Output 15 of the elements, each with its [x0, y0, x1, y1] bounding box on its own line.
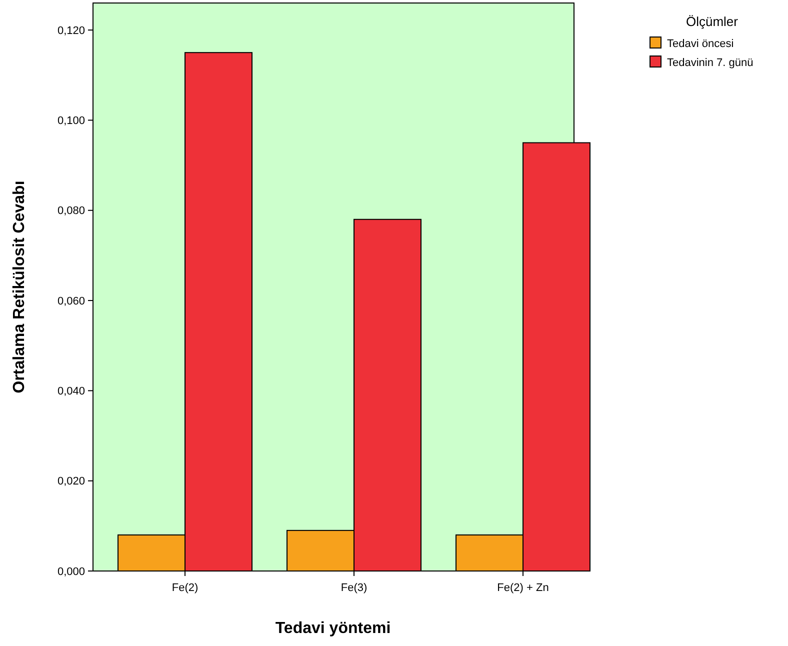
y-tick-label: 0,080 — [57, 205, 85, 218]
x-tick-label: Fe(3) — [340, 582, 368, 594]
x-tick-label: Fe(2) — [172, 582, 198, 594]
y-tick-label: 0,100 — [57, 115, 85, 128]
y-tick-label: 0,040 — [57, 386, 85, 398]
x-tick-label: Fe(2) + Zn — [497, 582, 549, 594]
legend-label: Tedavinin 7. günü — [667, 56, 754, 69]
y-tick-label: 0,060 — [57, 295, 85, 308]
y-tick-label: 0,000 — [57, 566, 85, 578]
y-tick-label: 0,020 — [57, 476, 85, 488]
legend-title: Ölçümler — [686, 14, 739, 29]
legend-label: Tedavi öncesi — [667, 38, 734, 50]
y-tick-label: 0,120 — [57, 24, 85, 37]
y-axis-title: Ortalama Retikülosit Cevabı — [11, 180, 28, 394]
x-axis-title: Tedavi yöntemi — [275, 620, 391, 637]
